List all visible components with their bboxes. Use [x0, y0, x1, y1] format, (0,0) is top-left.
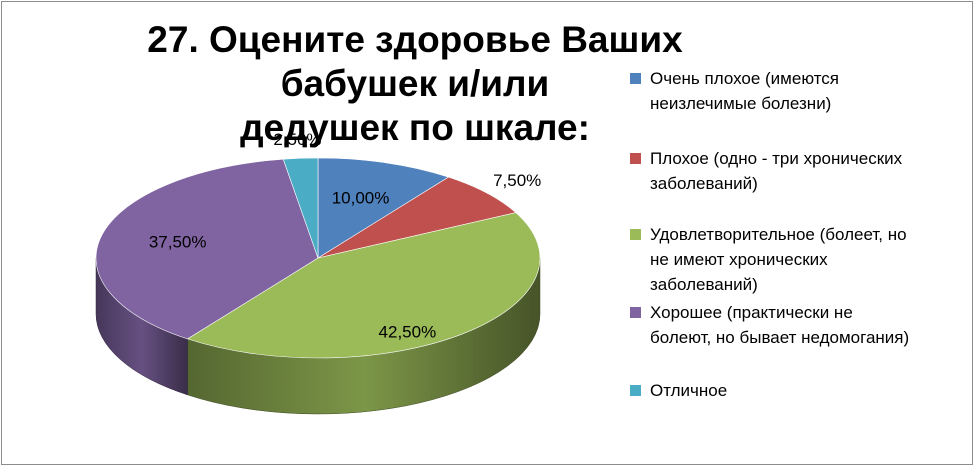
legend-swatch-3 — [630, 307, 641, 318]
pie-slices — [95, 157, 541, 359]
data-label-2: 42,50% — [379, 323, 437, 342]
legend-label-line: болеют, но бывает недомогания) — [650, 328, 910, 347]
legend-label-3: Хорошее (практически не болеют, но бывает… — [650, 300, 970, 350]
legend-label-4: Отличное — [650, 378, 970, 403]
chart-title-line-1: 27. Оцените здоровье Ваших бабушек и/или — [147, 19, 683, 104]
legend-label-line: неизлечимые болезни) — [650, 94, 832, 113]
legend-label-0: Очень плохое (имеются неизлечимые болезни… — [650, 66, 970, 116]
pie-data-labels: 10,00% 7,50% 42,50% 37,50% 2,50% — [149, 130, 541, 342]
data-label-4: 2,50% — [273, 130, 321, 149]
legend-swatch-1 — [630, 153, 641, 164]
legend-label-2: Удовлетворительное (болеет, но не имеют х… — [650, 222, 970, 297]
pie-slice-4 — [282, 157, 319, 259]
legend-label-line: Удовлетворительное (болеет, но — [650, 225, 907, 244]
legend-swatch-0 — [630, 73, 641, 84]
chart-title-line-2: дедушек по шкале: — [240, 107, 590, 148]
chart-title: 27. Оцените здоровье Ваших бабушек и/или… — [110, 18, 720, 150]
pie-slice-2 — [186, 212, 541, 359]
legend-label-line: заболеваний) — [650, 174, 758, 193]
data-label-3: 37,50% — [149, 232, 207, 251]
legend-label-line: Плохое (одно - три хронических — [650, 149, 903, 168]
legend-swatch-4 — [630, 385, 641, 396]
pie-slice-1 — [317, 176, 517, 259]
legend-swatch-2 — [630, 229, 641, 240]
data-label-1: 7,50% — [493, 171, 541, 190]
legend-label-line: Хорошее (практически не — [650, 303, 853, 322]
legend-label-line: не имеют хронических — [650, 250, 828, 269]
pie-slice-0 — [317, 157, 450, 259]
legend-label-line: Очень плохое (имеются — [650, 69, 840, 88]
pie-slice-3 — [95, 158, 319, 340]
legend-label-line: заболеваний) — [650, 275, 758, 294]
legend-label-1: Плохое (одно - три хронических заболевани… — [650, 146, 970, 196]
legend-label-line: Отличное — [650, 381, 728, 400]
data-label-0: 10,00% — [332, 189, 390, 208]
